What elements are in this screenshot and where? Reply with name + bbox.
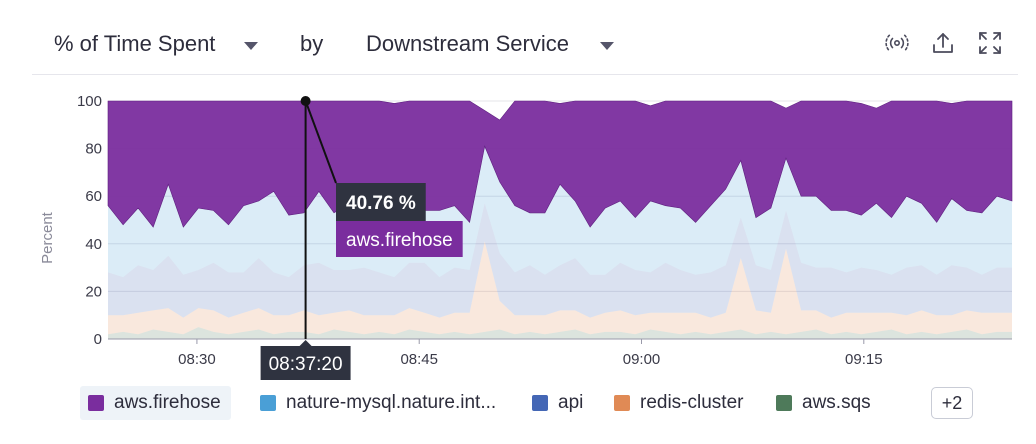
legend-label: api — [558, 392, 584, 413]
tooltip-leader-line — [304, 100, 337, 184]
tooltip-value: 40.76 % — [346, 193, 416, 214]
group-by-chevron-down-icon[interactable] — [600, 42, 614, 50]
legend-label: redis-cluster — [640, 392, 744, 413]
y-tick-label: 20 — [85, 283, 102, 300]
legend-item-aws-sqs[interactable]: aws.sqs — [768, 386, 881, 420]
y-tick-label: 60 — [85, 188, 102, 205]
legend-item-api[interactable]: api — [524, 386, 593, 420]
axes: 0 20 40 60 80 100 08:30 08:45 09:00 09:15 — [77, 93, 1012, 368]
y-axis-title: Percent — [39, 211, 56, 264]
stacked-area-chart[interactable]: 0 20 40 60 80 100 08:30 08:45 09:00 09:15 Percent… — [0, 80, 1036, 380]
series-area-nature-mysql-nature-int- — [108, 146, 1012, 278]
hover-point — [300, 96, 311, 106]
y-tick-label: 0 — [94, 331, 102, 348]
x-tick-label: 08:45 — [400, 351, 438, 368]
fullscreen-expand-icon[interactable] — [977, 30, 1003, 56]
area-series — [107, 100, 1013, 339]
series-area-aws-sqs — [108, 327, 1012, 339]
x-tick-label: 09:15 — [845, 351, 883, 368]
tooltip-value-box — [336, 183, 426, 221]
x-tick-label: 08:30 — [178, 351, 216, 368]
legend-item-redis-cluster[interactable]: redis-cluster — [606, 386, 753, 420]
tooltip-series: aws.firehose — [346, 230, 453, 251]
y-tick-label: 100 — [77, 93, 102, 110]
time-marker-label: 08:37:20 — [269, 354, 343, 375]
legend-more-button[interactable]: +2 — [931, 387, 973, 419]
tooltip-series-box — [336, 221, 463, 257]
legend-label: aws.sqs — [802, 392, 871, 413]
legend-swatch — [260, 395, 276, 411]
metric-selector[interactable]: % of Time Spent — [54, 31, 216, 56]
time-marker-caret — [299, 340, 312, 346]
metric-chevron-down-icon[interactable] — [244, 42, 258, 50]
series-area-redis-cluster — [108, 241, 1012, 335]
legend-label: nature-mysql.nature.int... — [286, 392, 497, 413]
export-upload-icon[interactable] — [930, 30, 956, 56]
legend-swatch — [88, 395, 104, 411]
legend-swatch — [614, 395, 630, 411]
toolbar: % of Time Spent by Downstream Service — [0, 0, 1036, 76]
toolbar-divider — [32, 74, 1018, 75]
hover-crosshair: 40.76 % aws.firehose 08:37:20 — [260, 96, 463, 380]
y-tick-label: 40 — [85, 236, 102, 253]
legend-swatch — [776, 395, 792, 411]
live-stream-icon[interactable] — [884, 30, 910, 56]
time-marker-box — [260, 346, 351, 380]
x-tick-label: 09:00 — [623, 351, 661, 368]
legend-swatch — [532, 395, 548, 411]
legend-item-nature-mysql[interactable]: nature-mysql.nature.int... — [252, 386, 506, 420]
series-area-api — [108, 203, 1012, 318]
group-by-selector[interactable]: Downstream Service — [366, 31, 569, 56]
by-label: by — [300, 31, 324, 56]
y-tick-label: 80 — [85, 141, 102, 158]
legend-item-aws-firehose[interactable]: aws.firehose — [80, 386, 231, 420]
legend-label: aws.firehose — [114, 392, 221, 413]
